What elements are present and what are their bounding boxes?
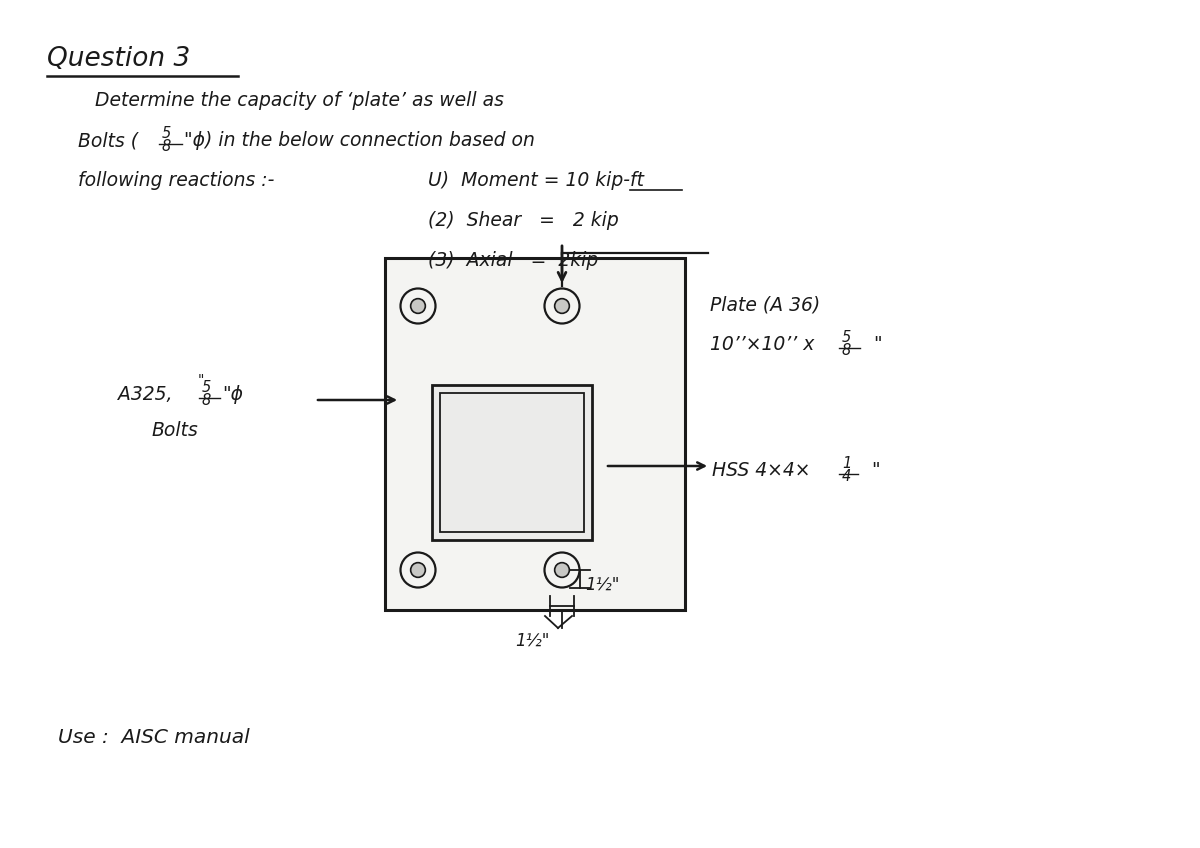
Text: ": "	[198, 373, 204, 387]
Text: Question 3: Question 3	[47, 46, 191, 72]
Text: Determine the capacity of ‘plate’ as well as: Determine the capacity of ‘plate’ as wel…	[95, 91, 504, 110]
Text: 5: 5	[202, 380, 211, 395]
Text: 4: 4	[842, 469, 851, 484]
Bar	[385, 258, 685, 610]
Text: 1: 1	[842, 456, 851, 471]
Circle shape	[554, 298, 569, 314]
Text: HSS 4×4×: HSS 4×4×	[712, 461, 810, 480]
Text: ": "	[862, 335, 883, 354]
Circle shape	[401, 288, 436, 323]
Text: "ϕ: "ϕ	[222, 385, 244, 404]
Text: 1½": 1½"	[586, 576, 619, 594]
Text: 8: 8	[842, 343, 851, 358]
Circle shape	[545, 553, 580, 588]
Circle shape	[410, 563, 425, 577]
Text: 5: 5	[162, 126, 172, 141]
Circle shape	[545, 288, 580, 323]
Text: U)  Moment = 10 kip-ft: U) Moment = 10 kip-ft	[428, 171, 644, 190]
Text: 5: 5	[842, 330, 851, 345]
Circle shape	[401, 553, 436, 588]
Text: Bolts (: Bolts (	[78, 131, 138, 150]
Text: Use :  AISC manual: Use : AISC manual	[58, 728, 250, 747]
Text: 10’’×10’’ x: 10’’×10’’ x	[710, 335, 815, 354]
Text: A325,: A325,	[118, 385, 173, 404]
Text: Plate (A 36): Plate (A 36)	[710, 295, 821, 314]
Bar	[432, 385, 592, 540]
Text: (2)  Shear   =   2 kip: (2) Shear = 2 kip	[428, 211, 619, 230]
Text: following reactions :-: following reactions :-	[78, 171, 275, 190]
Text: Bolts: Bolts	[152, 421, 199, 440]
Text: 8: 8	[202, 393, 211, 408]
Text: ": "	[860, 461, 881, 480]
Text: "ϕ) in the below connection based on: "ϕ) in the below connection based on	[184, 131, 535, 150]
Text: 8: 8	[162, 139, 172, 154]
Circle shape	[554, 563, 569, 577]
Bar	[440, 393, 584, 532]
Text: 1½": 1½"	[515, 632, 550, 650]
Text: (3)  Axial   =  2kip: (3) Axial = 2kip	[428, 251, 599, 270]
Circle shape	[410, 298, 425, 314]
